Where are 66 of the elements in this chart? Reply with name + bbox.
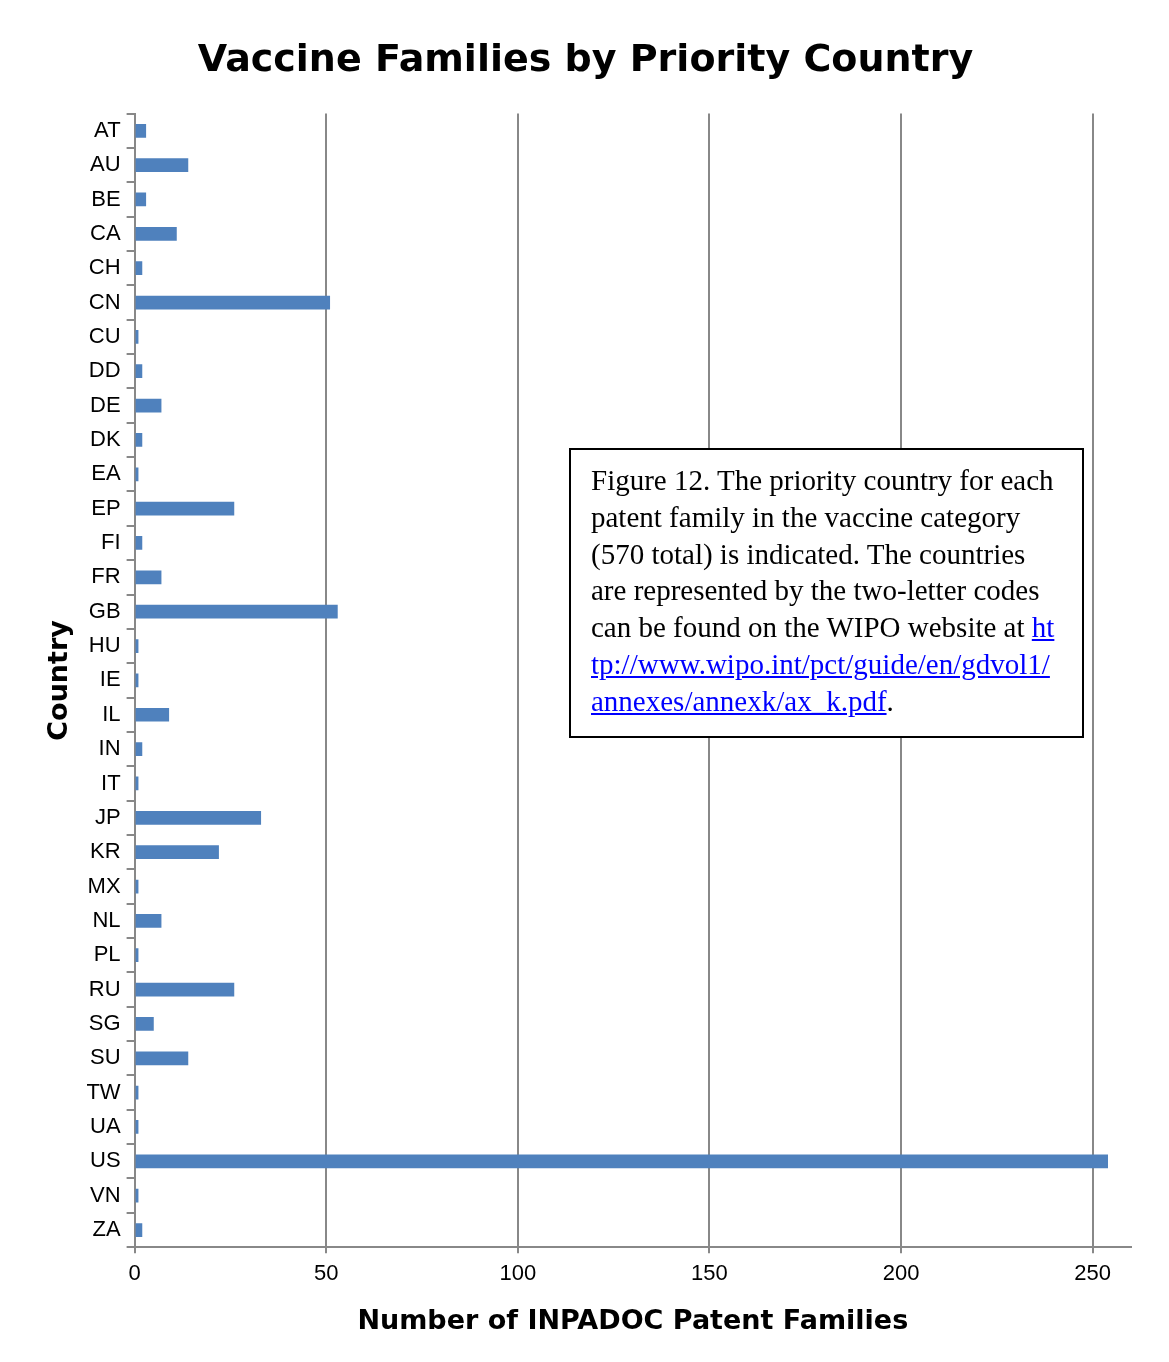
- bar: [135, 1223, 143, 1237]
- bar: [135, 1051, 189, 1066]
- bar: [135, 604, 338, 619]
- y-tick-label: SG: [88, 1009, 121, 1035]
- bar: [135, 123, 147, 138]
- chart-title: Vaccine Families by Priority Country: [197, 35, 974, 80]
- bar: [135, 810, 262, 825]
- y-axis-title: Country: [42, 619, 74, 741]
- y-tick-label: GB: [88, 597, 121, 623]
- y-tick-label: VN: [90, 1181, 121, 1207]
- y-tick-label: UA: [90, 1113, 121, 1139]
- y-tick-label: CU: [88, 322, 121, 348]
- y-tick-label: EP: [91, 494, 121, 520]
- y-tick-label: TW: [86, 1078, 121, 1104]
- bar: [135, 1017, 154, 1031]
- y-tick-label: CN: [88, 288, 121, 314]
- bar: [135, 398, 162, 413]
- bar: [135, 742, 143, 756]
- y-tick-label: MX: [87, 872, 121, 898]
- y-tick-label: ZA: [92, 1216, 121, 1242]
- y-tick-label: IE: [99, 666, 121, 692]
- y-tick-label: FR: [91, 563, 121, 589]
- y-tick-label: HU: [88, 632, 121, 658]
- bar: [135, 158, 189, 172]
- y-tick-label: EA: [91, 460, 121, 486]
- bar: [135, 913, 162, 928]
- y-tick-label: JP: [94, 803, 121, 829]
- bar: [135, 295, 331, 310]
- y-tick-label: FI: [101, 529, 121, 555]
- x-tick-label: 250: [1074, 1260, 1112, 1286]
- y-tick-label: NL: [92, 906, 121, 932]
- x-tick-label: 150: [691, 1260, 728, 1286]
- x-tick-label: 0: [128, 1260, 141, 1286]
- bar: [135, 845, 219, 860]
- y-tick-label: SU: [90, 1044, 121, 1070]
- bar: [135, 261, 143, 276]
- bar: [135, 192, 147, 207]
- x-tick-label: 200: [882, 1260, 920, 1286]
- y-tick-label: CH: [88, 254, 121, 280]
- bar: [135, 1154, 1109, 1169]
- bar: [135, 707, 170, 722]
- y-tick-label: BE: [91, 185, 121, 211]
- y-tick-label: DD: [88, 357, 121, 383]
- bar: [135, 536, 143, 550]
- y-tick-label: AT: [94, 116, 121, 142]
- x-tick-label: 100: [499, 1260, 537, 1286]
- y-tick-label: IL: [102, 700, 121, 726]
- y-tick-label: RU: [88, 975, 121, 1001]
- bar: [135, 226, 177, 241]
- x-axis-title: Number of INPADOC Patent Families: [357, 1303, 909, 1335]
- bar: [135, 364, 143, 379]
- y-tick-label: IN: [98, 735, 121, 761]
- y-tick-label: DK: [90, 426, 121, 451]
- bar: [135, 570, 162, 585]
- y-tick-label: CA: [90, 219, 121, 245]
- text: Figure 12. The priority country for each patent family in the vaccine category (570 total) is indicated. The countries are represented by the two-letter codes can be found on the WIPO website at http://www.wipo.int/pct/guide/en/gdvol1/annexes/annexk/ax_k.pdf.: [591, 464, 1055, 717]
- y-tick-label: US: [90, 1147, 121, 1173]
- bar: [135, 501, 235, 516]
- y-tick-label: IT: [101, 769, 121, 795]
- y-tick-label: AU: [90, 151, 121, 177]
- y-tick-label: KR: [90, 838, 121, 864]
- x-tick-label: 50: [313, 1260, 339, 1286]
- bar: [135, 982, 235, 997]
- y-tick-label: DE: [90, 391, 121, 417]
- y-tick-label: PL: [93, 941, 121, 967]
- bar: [135, 433, 143, 447]
